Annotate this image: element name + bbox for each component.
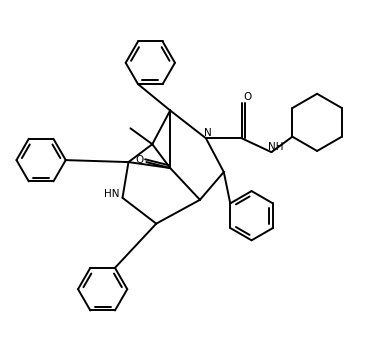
Text: N: N <box>204 128 212 139</box>
Text: NH: NH <box>268 142 283 152</box>
Text: O: O <box>135 155 144 165</box>
Text: O: O <box>243 92 251 102</box>
Text: HN: HN <box>104 189 119 199</box>
